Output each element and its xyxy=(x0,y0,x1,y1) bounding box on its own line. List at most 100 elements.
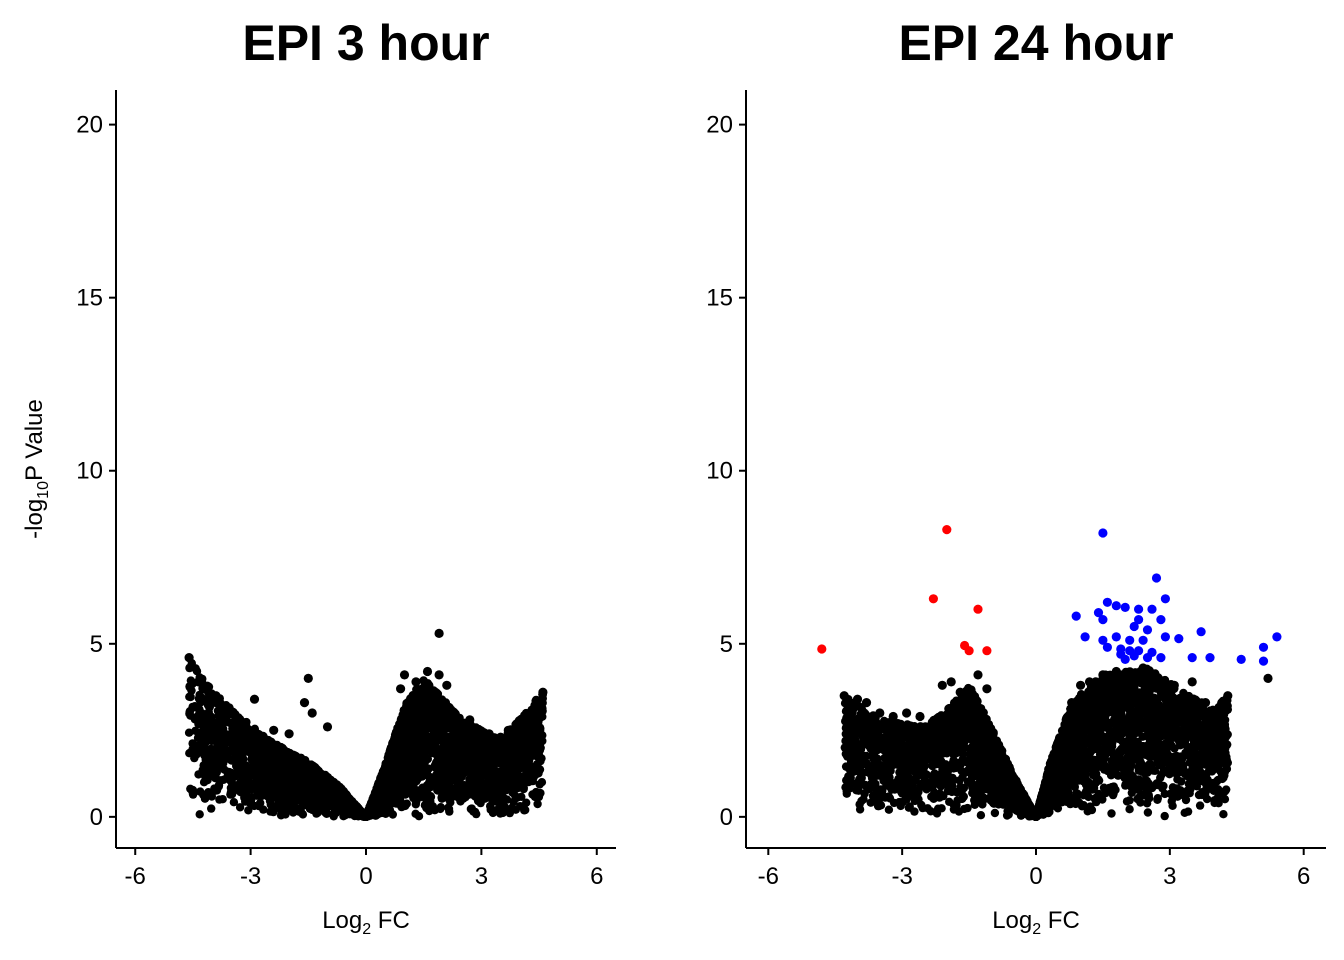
data-point xyxy=(229,798,239,807)
data-point xyxy=(412,688,422,698)
data-point xyxy=(229,755,238,765)
data-point xyxy=(454,740,464,750)
data-point xyxy=(406,694,415,703)
data-point xyxy=(184,728,194,737)
data-point xyxy=(235,803,245,812)
y-axis-title: -log10P Value xyxy=(21,399,52,539)
data-point xyxy=(188,790,198,799)
data-point xyxy=(366,799,376,808)
data-point xyxy=(442,680,452,690)
x-tick-label: 0 xyxy=(359,863,372,890)
data-point xyxy=(394,790,403,799)
data-point xyxy=(406,703,416,713)
data-point xyxy=(284,729,294,739)
data-point xyxy=(396,801,406,811)
data-point xyxy=(531,723,541,732)
data-point xyxy=(513,793,522,802)
x-tick-label: 6 xyxy=(590,863,603,890)
data-point xyxy=(209,768,218,778)
data-point xyxy=(396,684,406,694)
data-point xyxy=(299,757,309,767)
data-point xyxy=(340,795,349,804)
data-point xyxy=(430,727,439,737)
data-point xyxy=(535,764,544,774)
data-point xyxy=(200,726,209,735)
data-point xyxy=(497,771,506,780)
data-point xyxy=(204,788,213,797)
data-point xyxy=(323,809,332,818)
y-tick-label: 5 xyxy=(720,631,733,658)
data-point xyxy=(424,744,433,753)
data-point xyxy=(273,793,282,803)
x-tick-label: 6 xyxy=(1297,863,1310,890)
data-point xyxy=(418,710,428,720)
data-point xyxy=(503,725,513,735)
x-tick-label: -6 xyxy=(125,863,146,890)
data-point xyxy=(522,722,533,732)
data-point xyxy=(303,673,313,684)
data-point xyxy=(372,788,381,797)
data-point xyxy=(396,761,406,771)
data-point xyxy=(519,783,528,792)
data-point xyxy=(184,653,194,663)
data-point xyxy=(411,677,421,687)
data-point xyxy=(469,790,478,799)
data-point xyxy=(464,782,474,791)
data-point xyxy=(236,761,246,770)
data-point xyxy=(446,792,455,802)
data-point xyxy=(286,768,295,777)
data-point xyxy=(498,803,507,812)
data-point xyxy=(435,757,445,767)
data-point xyxy=(472,776,481,785)
data-point xyxy=(307,769,316,778)
data-point xyxy=(249,694,260,704)
data-point xyxy=(233,781,242,790)
data-point xyxy=(390,779,400,788)
x-axis-title: Log2 FC xyxy=(992,907,1080,938)
data-point xyxy=(518,756,528,765)
data-point xyxy=(422,666,433,677)
data-point xyxy=(451,733,460,742)
y-tick-label: 0 xyxy=(720,804,733,831)
x-tick-label: -3 xyxy=(891,863,912,890)
data-point xyxy=(444,804,454,814)
data-point xyxy=(211,753,220,763)
data-point xyxy=(214,735,223,744)
data-point xyxy=(273,766,282,776)
data-point xyxy=(259,805,268,814)
data-point xyxy=(525,710,534,720)
data-point xyxy=(434,670,444,680)
data-point xyxy=(1195,801,1205,810)
data-point xyxy=(269,725,279,735)
data-point xyxy=(215,795,224,804)
data-point xyxy=(322,722,333,732)
data-point xyxy=(346,809,355,819)
data-point xyxy=(506,766,515,775)
data-point xyxy=(268,774,277,784)
data-point xyxy=(270,747,280,756)
data-point xyxy=(528,790,537,799)
chart-title: EPI 3 hour xyxy=(242,15,489,71)
data-point xyxy=(535,713,545,723)
data-point xyxy=(482,741,491,750)
data-point xyxy=(533,799,542,809)
data-point xyxy=(319,775,328,785)
data-point xyxy=(425,783,435,792)
y-tick-label: 15 xyxy=(706,285,733,312)
data-point xyxy=(473,759,483,768)
y-tick-label: 5 xyxy=(90,631,103,658)
data-point xyxy=(285,780,294,789)
data-point xyxy=(522,798,531,807)
data-point xyxy=(415,701,424,710)
data-point xyxy=(226,790,235,799)
data-point xyxy=(199,684,210,694)
data-point xyxy=(239,772,249,782)
data-point xyxy=(492,748,501,758)
x-tick-label: -3 xyxy=(240,863,261,890)
data-point xyxy=(286,750,296,760)
data-point xyxy=(201,738,210,747)
data-point xyxy=(271,803,280,812)
